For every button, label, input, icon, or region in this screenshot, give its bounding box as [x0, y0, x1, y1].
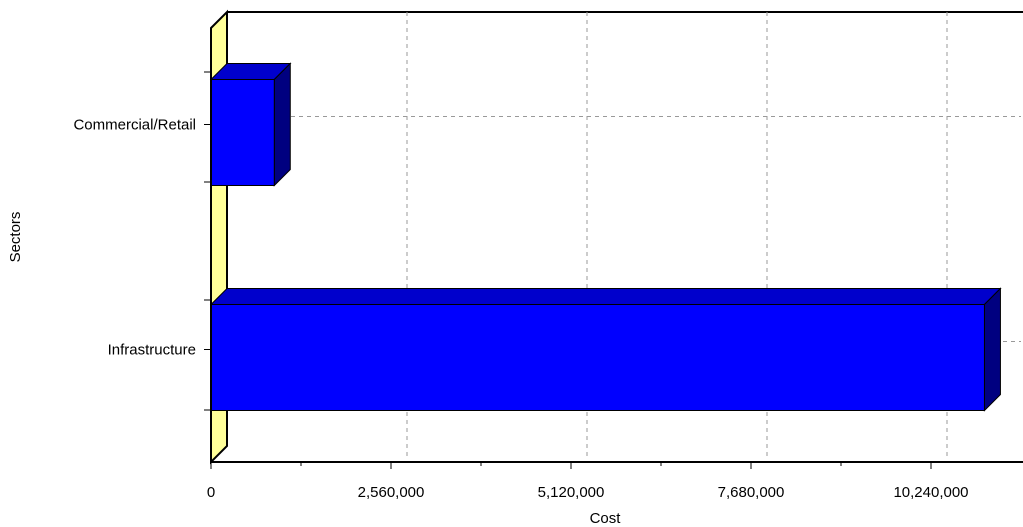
- bar-side-face: [273, 62, 291, 187]
- y-axis-title: Sectors: [7, 212, 24, 263]
- bar: [210, 79, 275, 186]
- bar-top-face: [209, 288, 1002, 305]
- x-tick-label: 2,560,000: [358, 484, 425, 501]
- x-tick-label: 10,240,000: [893, 484, 968, 501]
- y-tick-label: Infrastructure: [108, 342, 196, 359]
- x-axis-title: Cost: [590, 510, 622, 527]
- x-tick-label: 5,120,000: [538, 484, 605, 501]
- y-tick-label: Commercial/Retail: [73, 117, 196, 134]
- x-tick-label: 0: [207, 484, 215, 501]
- x-tick-label: 7,680,000: [718, 484, 785, 501]
- bar-side-face: [983, 287, 1001, 412]
- bar: [210, 304, 985, 411]
